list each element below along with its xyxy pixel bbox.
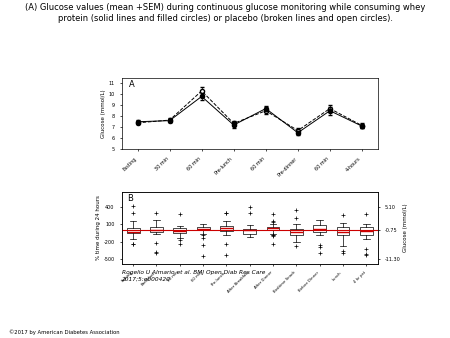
PathPatch shape — [360, 227, 373, 235]
Text: (A) Glucose values (mean +SEM) during continuous glucose monitoring while consum: (A) Glucose values (mean +SEM) during co… — [25, 3, 425, 23]
PathPatch shape — [267, 227, 279, 230]
Y-axis label: Glucose (mmol/L): Glucose (mmol/L) — [100, 89, 106, 138]
PathPatch shape — [243, 229, 256, 234]
PathPatch shape — [290, 228, 303, 235]
Text: B: B — [126, 194, 132, 203]
PathPatch shape — [337, 227, 350, 235]
Text: Rogelio U Almario et al. BMJ Open Diab Res Care
2017;5:e000420: Rogelio U Almario et al. BMJ Open Diab R… — [122, 270, 265, 281]
Y-axis label: % time during 24 hours: % time during 24 hours — [96, 195, 101, 260]
PathPatch shape — [197, 227, 210, 230]
Y-axis label: Glucose (mmol/L): Glucose (mmol/L) — [404, 203, 409, 252]
PathPatch shape — [313, 225, 326, 232]
PathPatch shape — [127, 228, 140, 233]
Text: ©2017 by American Diabetes Association: ©2017 by American Diabetes Association — [9, 329, 120, 335]
PathPatch shape — [220, 225, 233, 231]
PathPatch shape — [150, 226, 163, 232]
Text: A: A — [129, 80, 135, 89]
PathPatch shape — [173, 228, 186, 233]
Text: BMJ Open
Diabetes
Research
& Care: BMJ Open Diabetes Research & Care — [395, 282, 431, 309]
